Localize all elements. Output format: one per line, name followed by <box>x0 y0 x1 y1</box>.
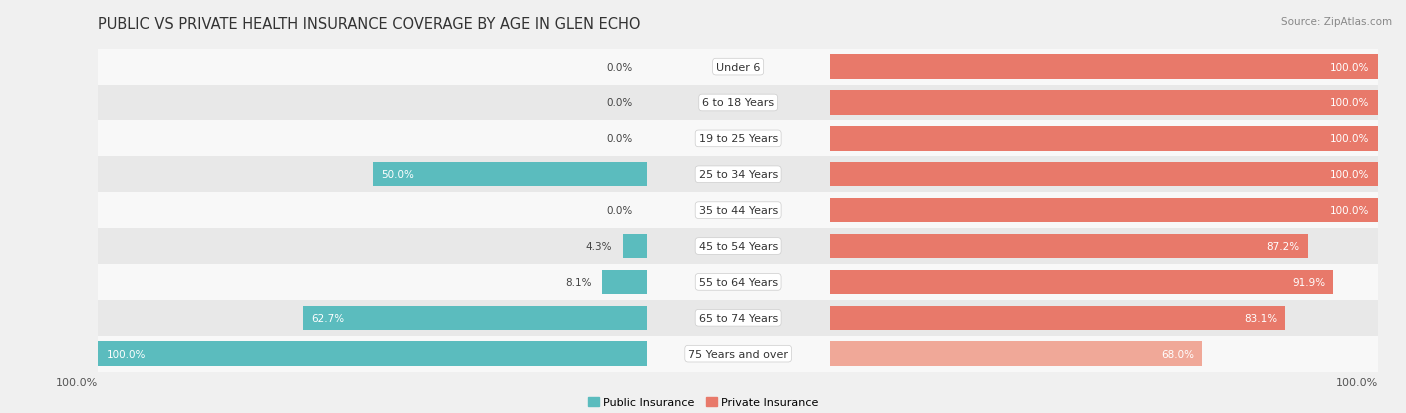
Bar <box>0 157 1406 193</box>
Bar <box>0 336 1406 372</box>
Text: 0.0%: 0.0% <box>607 98 633 108</box>
Bar <box>0 336 1406 372</box>
Text: 100.0%: 100.0% <box>1336 377 1378 387</box>
Bar <box>830 91 1378 115</box>
Bar <box>0 85 1406 121</box>
Text: 25 to 34 Years: 25 to 34 Years <box>699 170 778 180</box>
Text: 100.0%: 100.0% <box>1330 206 1369 216</box>
Text: 6 to 18 Years: 6 to 18 Years <box>702 98 775 108</box>
Text: 45 to 54 Years: 45 to 54 Years <box>699 242 778 252</box>
Bar <box>0 85 1406 121</box>
Text: 100.0%: 100.0% <box>1330 134 1369 144</box>
Bar <box>0 121 1406 157</box>
Text: 0.0%: 0.0% <box>607 62 633 72</box>
Bar <box>602 270 647 294</box>
Text: 62.7%: 62.7% <box>311 313 344 323</box>
Bar <box>0 228 1406 264</box>
Bar <box>830 342 1202 366</box>
Bar <box>830 127 1378 151</box>
Text: 100.0%: 100.0% <box>56 377 98 387</box>
Bar <box>0 264 1406 300</box>
Bar <box>0 300 1406 336</box>
Bar <box>830 270 1333 294</box>
Bar <box>302 306 647 330</box>
Bar <box>0 50 1406 85</box>
Text: Under 6: Under 6 <box>716 62 761 72</box>
Text: 35 to 44 Years: 35 to 44 Years <box>699 206 778 216</box>
Bar <box>0 193 1406 228</box>
Text: 75 Years and over: 75 Years and over <box>688 349 789 359</box>
Bar <box>830 55 1378 80</box>
Bar <box>0 300 1406 336</box>
Bar <box>0 193 1406 228</box>
Text: 100.0%: 100.0% <box>1330 98 1369 108</box>
Bar <box>0 121 1406 157</box>
Text: 100.0%: 100.0% <box>107 349 146 359</box>
Bar <box>0 50 1406 85</box>
Bar <box>830 306 1285 330</box>
Bar <box>0 50 1406 85</box>
Text: Source: ZipAtlas.com: Source: ZipAtlas.com <box>1281 17 1392 26</box>
Text: 100.0%: 100.0% <box>1330 62 1369 72</box>
Text: 100.0%: 100.0% <box>1330 170 1369 180</box>
Bar <box>0 157 1406 193</box>
Text: 65 to 74 Years: 65 to 74 Years <box>699 313 778 323</box>
Bar <box>0 264 1406 300</box>
Text: 68.0%: 68.0% <box>1161 349 1194 359</box>
Bar <box>0 193 1406 228</box>
Bar <box>0 300 1406 336</box>
Text: 91.9%: 91.9% <box>1292 277 1326 287</box>
Text: 55 to 64 Years: 55 to 64 Years <box>699 277 778 287</box>
Text: 4.3%: 4.3% <box>586 242 612 252</box>
Bar <box>0 336 1406 372</box>
Bar <box>0 264 1406 300</box>
Bar <box>830 234 1308 259</box>
Text: PUBLIC VS PRIVATE HEALTH INSURANCE COVERAGE BY AGE IN GLEN ECHO: PUBLIC VS PRIVATE HEALTH INSURANCE COVER… <box>98 17 641 31</box>
Text: 19 to 25 Years: 19 to 25 Years <box>699 134 778 144</box>
Bar <box>0 228 1406 264</box>
Bar <box>98 342 647 366</box>
Text: 0.0%: 0.0% <box>607 134 633 144</box>
Bar <box>830 163 1378 187</box>
Text: 87.2%: 87.2% <box>1267 242 1299 252</box>
Legend: Public Insurance, Private Insurance: Public Insurance, Private Insurance <box>588 397 818 408</box>
Bar <box>373 163 647 187</box>
Bar <box>0 157 1406 193</box>
Text: 8.1%: 8.1% <box>565 277 592 287</box>
Text: 0.0%: 0.0% <box>607 206 633 216</box>
Text: 50.0%: 50.0% <box>381 170 413 180</box>
Bar <box>0 228 1406 264</box>
Bar <box>0 85 1406 121</box>
Bar <box>0 121 1406 157</box>
Text: 83.1%: 83.1% <box>1244 313 1277 323</box>
Bar <box>623 234 647 259</box>
Bar <box>830 199 1378 223</box>
